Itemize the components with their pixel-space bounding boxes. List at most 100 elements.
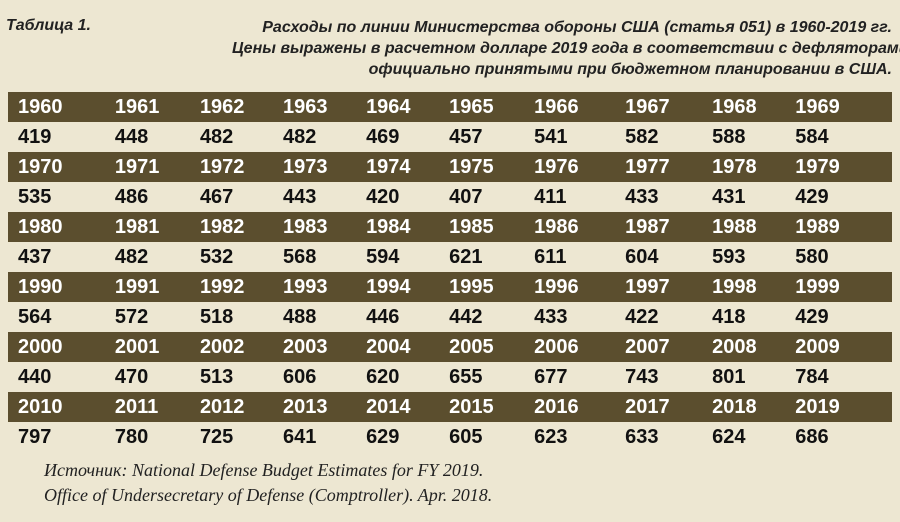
year-cell: 1989 [795,215,840,238]
year-row: 1960 1961 1962 1963 1964 1965 1966 1967 1968 1969 [8,92,892,122]
year-cell: 1992 [199,275,245,298]
value-cell: 443 [283,185,317,208]
year-cell: 1982 [199,215,245,238]
year-cell: 1995 [449,275,494,298]
value-cell: 446 [366,305,400,328]
value-cell: 486 [114,185,149,208]
year-cell: 1984 [366,215,411,238]
year-cell: 2000 [18,335,63,358]
caption-line-1: Расходы по линии Министерства обороны СШ… [262,19,892,36]
value-cell: 604 [625,245,659,268]
year-cell: 2019 [795,395,840,418]
value-cell: 564 [18,305,52,328]
value-cell: 433 [534,305,568,328]
year-cell: 2012 [199,395,245,418]
value-cell: 743 [625,365,659,388]
value-cell: 469 [366,125,400,148]
value-cell: 633 [625,425,659,448]
value-cell: 624 [712,425,746,448]
year-cell: 2006 [534,335,579,358]
year-cell: 1998 [712,275,757,298]
year-cell: 2014 [366,395,411,418]
source-line-2: Office of Undersecretary of Defense (Com… [44,485,493,505]
value-cell: 419 [18,125,52,148]
value-cell: 422 [625,305,659,328]
year-cell: 1967 [625,95,670,118]
value-cell: 572 [114,305,149,328]
value-row: 535 486 467 443 420 407 411 433 431 429 [8,182,892,212]
year-cell: 1960 [18,95,63,118]
table-caption: Расходы по линии Министерства обороны СШ… [232,17,900,80]
year-cell: 1963 [283,95,328,118]
value-cell: 467 [199,185,234,208]
year-row: 1980 1981 1982 1983 1984 1985 1986 1987 1988 1989 [8,212,892,242]
value-cell: 418 [712,305,746,328]
year-cell: 1983 [283,215,328,238]
year-cell: 1976 [534,155,579,178]
year-cell: 2003 [283,335,328,358]
caption-line-2: Цены выражены в расчетном долларе 2019 г… [232,40,900,57]
year-cell: 2002 [199,335,245,358]
year-cell: 1975 [449,155,494,178]
year-row: 2000 2001 2002 2003 2004 2005 2006 2007 2008 2009 [8,332,892,362]
value-row: 564 572 518 488 446 442 433 422 418 429 [8,302,892,332]
year-cell: 2011 [114,395,159,418]
value-cell: 629 [366,425,400,448]
value-cell: 677 [534,365,568,388]
year-cell: 1977 [625,155,670,178]
value-cell: 655 [449,365,483,388]
value-cell: 621 [449,245,483,268]
value-cell: 470 [114,365,149,388]
year-cell: 2018 [712,395,757,418]
value-cell: 448 [114,125,149,148]
year-cell: 2015 [449,395,494,418]
year-row: 1970 1971 1972 1973 1974 1975 1976 1977 1978 1979 [8,152,892,182]
year-cell: 2005 [449,335,494,358]
value-cell: 429 [795,185,829,208]
value-cell: 488 [283,305,317,328]
year-cell: 1971 [114,155,160,178]
source-note: Источник: National Defense Budget Estima… [44,458,492,508]
year-cell: 1991 [114,275,160,298]
value-cell: 605 [449,425,483,448]
year-cell: 1981 [114,215,160,238]
value-cell: 420 [366,185,400,208]
spending-table: 1960 1961 1962 1963 1964 1965 1966 1967 1968 1969… [8,92,892,452]
value-cell: 623 [534,425,568,448]
year-cell: 2001 [114,335,160,358]
year-cell: 1987 [625,215,670,238]
caption-line-3: официально принятыми при бюджетном плани… [368,61,892,78]
year-cell: 1978 [712,155,757,178]
year-cell: 1988 [712,215,757,238]
value-cell: 433 [625,185,659,208]
value-row: 419 448 482 482 469 457 541 582 588 584 [8,122,892,152]
value-cell: 780 [114,425,149,448]
year-cell: 1980 [18,215,63,238]
year-cell: 2004 [366,335,411,358]
value-row: 440 470 513 606 620 655 677 743 801 784 [8,362,892,392]
value-cell: 584 [795,125,829,148]
value-cell: 611 [534,245,567,268]
year-cell: 1972 [199,155,245,178]
value-cell: 482 [199,125,234,148]
year-cell: 1964 [366,95,411,118]
year-row: 2010 2011 2012 2013 2014 2015 2016 2017 2018 2019 [8,392,892,422]
year-cell: 2010 [18,395,63,418]
value-cell: 580 [795,245,829,268]
year-row: 1990 1991 1992 1993 1994 1995 1996 1997 1998 1999 [8,272,892,302]
year-cell: 2017 [625,395,670,418]
value-cell: 582 [625,125,659,148]
year-cell: 2007 [625,335,670,358]
year-cell: 1993 [283,275,328,298]
value-cell: 541 [534,125,568,148]
year-cell: 1997 [625,275,670,298]
year-cell: 1990 [18,275,63,298]
value-cell: 407 [449,185,483,208]
year-cell: 1961 [114,95,160,118]
year-cell: 1969 [795,95,840,118]
value-cell: 620 [366,365,400,388]
value-cell: 482 [283,125,317,148]
year-cell: 2013 [283,395,328,418]
value-row: 437 482 532 568 594 621 611 604 593 580 [8,242,892,272]
value-cell: 431 [712,185,746,208]
